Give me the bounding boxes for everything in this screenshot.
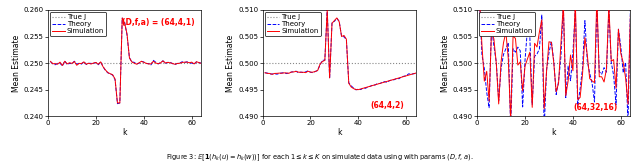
- Simulation: [150, 60, 157, 62]
- Y-axis label: Mean Estimate: Mean Estimate: [441, 35, 450, 92]
- Theory: [338, 36, 346, 38]
- Theory: [125, 57, 133, 59]
- True J: [47, 62, 54, 64]
- Simulation: [476, 0, 483, 1]
- True J: [44, 62, 52, 64]
- Simulation: [125, 57, 133, 59]
- Theory: [109, 74, 116, 76]
- True J: [474, 62, 481, 64]
- Theory: [323, 8, 331, 10]
- Theory: [118, 17, 126, 19]
- Theory: [495, 100, 502, 102]
- Theory: [364, 86, 372, 88]
- Simulation: [66, 62, 74, 64]
- Theory: [280, 72, 288, 74]
- Theory: [197, 62, 205, 64]
- Theory: [576, 88, 584, 90]
- Text: (64,32,16): (64,32,16): [573, 103, 617, 112]
- Simulation: [323, 9, 331, 11]
- Line: Simulation: Simulation: [51, 18, 201, 103]
- Theory: [627, 8, 634, 10]
- Line: Theory: Theory: [265, 9, 416, 90]
- Y-axis label: Mean Estimate: Mean Estimate: [227, 35, 236, 92]
- Simulation: [338, 36, 346, 38]
- Line: Simulation: Simulation: [479, 0, 630, 121]
- Theory: [362, 87, 369, 89]
- True J: [261, 62, 269, 64]
- Simulation: [627, 15, 634, 17]
- Line: Simulation: Simulation: [265, 10, 416, 90]
- Theory: [261, 72, 269, 74]
- Simulation: [348, 86, 355, 88]
- Theory: [574, 105, 582, 107]
- Text: (64,4,2): (64,4,2): [371, 101, 404, 110]
- Simulation: [47, 60, 54, 62]
- Simulation: [576, 96, 584, 98]
- Theory: [114, 103, 122, 105]
- Y-axis label: Mean Estimate: Mean Estimate: [12, 35, 21, 92]
- Theory: [412, 73, 420, 75]
- X-axis label: k: k: [122, 128, 127, 137]
- Simulation: [540, 108, 548, 110]
- Simulation: [109, 74, 116, 76]
- True J: [259, 62, 266, 64]
- Theory: [66, 62, 74, 64]
- Legend: True J, Theory, Simulation: True J, Theory, Simulation: [50, 12, 106, 36]
- Text: Figure 3: $\mathbb{E}[\mathbf{1}(h_k(u)=h_k(w))]$ for each $1\leq k\leq K$ on si: Figure 3: $\mathbb{E}[\mathbf{1}(h_k(u)=…: [166, 153, 474, 163]
- Theory: [540, 128, 548, 130]
- Simulation: [197, 62, 205, 64]
- Theory: [150, 59, 157, 61]
- Simulation: [280, 72, 288, 74]
- Simulation: [114, 102, 122, 104]
- Simulation: [364, 86, 372, 88]
- Theory: [147, 64, 155, 66]
- Simulation: [362, 87, 369, 89]
- Legend: True J, Theory, Simulation: True J, Theory, Simulation: [479, 12, 535, 36]
- Line: Theory: Theory: [479, 0, 630, 129]
- Simulation: [552, 91, 560, 93]
- Theory: [135, 62, 143, 64]
- Simulation: [562, 95, 570, 97]
- Simulation: [261, 72, 269, 74]
- Simulation: [135, 62, 143, 64]
- Theory: [476, 0, 483, 1]
- Theory: [326, 78, 333, 80]
- Simulation: [495, 103, 502, 105]
- Theory: [348, 85, 355, 87]
- True J: [476, 62, 483, 64]
- Simulation: [352, 89, 360, 91]
- Theory: [352, 89, 360, 91]
- Simulation: [507, 120, 515, 122]
- X-axis label: k: k: [552, 128, 556, 137]
- Simulation: [147, 63, 155, 65]
- Simulation: [326, 77, 333, 79]
- Text: (D,f,a) = (64,4,1): (D,f,a) = (64,4,1): [122, 18, 195, 27]
- X-axis label: k: k: [337, 128, 342, 137]
- Simulation: [574, 99, 582, 101]
- Theory: [538, 14, 546, 16]
- Simulation: [118, 17, 126, 19]
- Theory: [47, 61, 54, 63]
- Simulation: [412, 72, 420, 74]
- Line: Theory: Theory: [51, 18, 201, 104]
- Theory: [552, 94, 560, 96]
- Legend: True J, Theory, Simulation: True J, Theory, Simulation: [265, 12, 321, 36]
- Theory: [562, 97, 570, 99]
